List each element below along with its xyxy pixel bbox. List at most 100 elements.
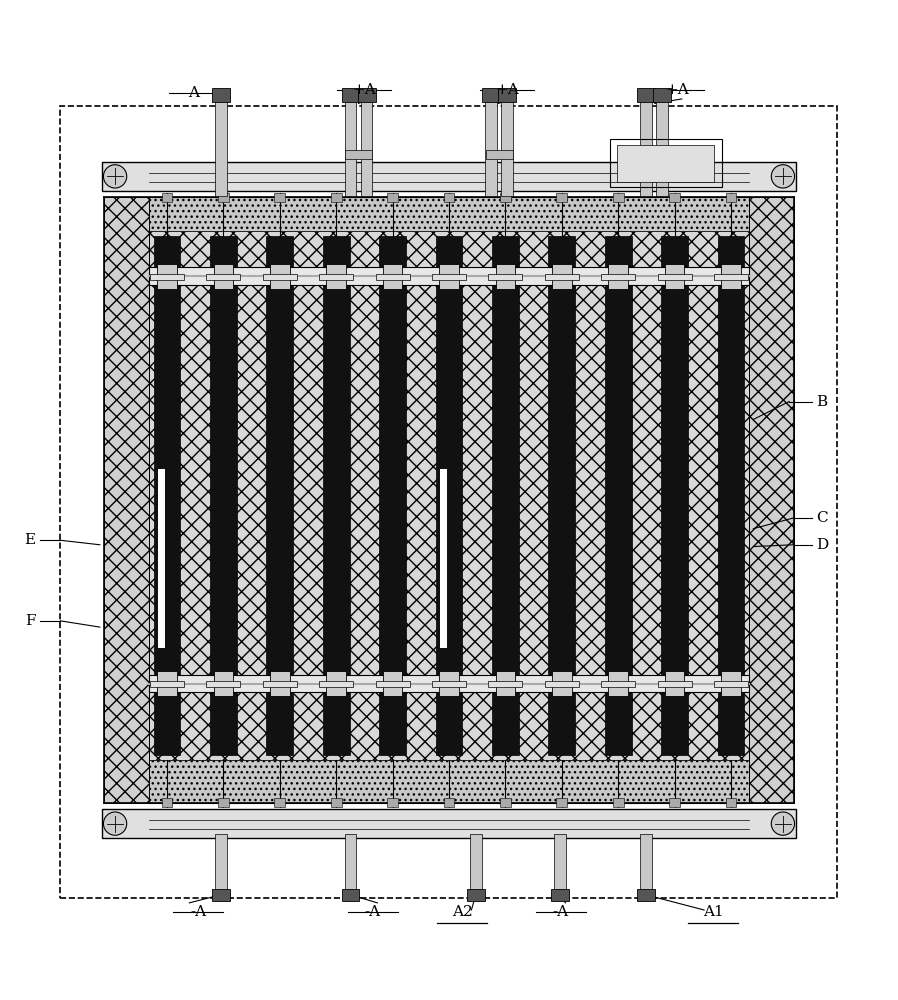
Bar xyxy=(552,264,572,289)
Bar xyxy=(444,193,454,202)
Text: A: A xyxy=(189,86,199,100)
Text: +A: +A xyxy=(352,83,376,97)
Text: +A: +A xyxy=(665,83,689,97)
Bar xyxy=(104,197,149,803)
Bar xyxy=(330,193,341,202)
Bar xyxy=(345,94,357,196)
Bar xyxy=(212,88,230,102)
Text: E: E xyxy=(24,533,35,547)
Bar xyxy=(552,671,572,696)
Bar xyxy=(375,681,409,687)
Bar xyxy=(665,671,684,696)
Bar xyxy=(657,274,691,280)
Bar xyxy=(275,798,286,807)
Bar xyxy=(330,798,341,807)
Bar xyxy=(721,264,741,289)
Bar xyxy=(383,671,402,696)
Bar xyxy=(612,193,623,202)
Bar xyxy=(162,798,172,807)
Bar xyxy=(496,671,515,696)
Bar xyxy=(319,274,353,280)
Bar xyxy=(212,889,230,901)
Bar xyxy=(439,671,459,696)
Bar xyxy=(657,681,691,687)
Bar xyxy=(361,94,373,196)
Bar xyxy=(149,231,749,760)
Bar xyxy=(604,236,631,755)
Bar xyxy=(387,193,398,202)
Bar xyxy=(545,681,579,687)
Bar xyxy=(669,193,680,202)
Bar xyxy=(322,236,349,755)
Bar xyxy=(326,264,346,289)
Bar xyxy=(158,469,165,648)
Bar xyxy=(154,236,180,755)
Bar xyxy=(489,681,523,687)
Bar xyxy=(275,193,286,202)
Bar xyxy=(379,236,406,755)
Bar xyxy=(341,889,359,901)
Bar xyxy=(492,236,519,755)
Bar xyxy=(432,274,466,280)
Circle shape xyxy=(103,812,127,835)
Bar xyxy=(383,264,402,289)
Bar xyxy=(149,760,749,803)
Bar xyxy=(718,236,744,755)
Bar xyxy=(218,193,229,202)
Bar xyxy=(637,88,655,102)
Bar xyxy=(207,681,241,687)
Bar xyxy=(557,193,568,202)
Text: B: B xyxy=(816,395,827,409)
Bar xyxy=(215,834,226,892)
Bar xyxy=(665,264,684,289)
Text: C: C xyxy=(816,511,828,525)
Bar xyxy=(612,798,623,807)
Bar xyxy=(387,798,398,807)
Bar xyxy=(432,681,466,687)
Bar xyxy=(656,94,668,196)
Bar xyxy=(101,809,797,838)
Circle shape xyxy=(771,165,795,188)
Text: +A: +A xyxy=(496,83,519,97)
Bar xyxy=(150,274,184,280)
Bar xyxy=(489,274,523,280)
Circle shape xyxy=(103,165,127,188)
Bar xyxy=(669,798,680,807)
Bar xyxy=(270,264,290,289)
Bar xyxy=(486,150,513,159)
Bar xyxy=(357,88,375,102)
Bar xyxy=(554,834,566,892)
Bar xyxy=(157,264,177,289)
Bar xyxy=(608,671,628,696)
Bar xyxy=(319,681,353,687)
Text: D: D xyxy=(816,538,828,552)
Bar xyxy=(263,274,297,280)
Circle shape xyxy=(771,812,795,835)
Bar xyxy=(640,834,652,892)
Bar xyxy=(436,236,462,755)
Bar xyxy=(218,798,229,807)
Text: A1: A1 xyxy=(703,905,724,919)
Bar xyxy=(59,106,837,898)
Bar xyxy=(661,236,688,755)
Bar xyxy=(500,193,511,202)
Bar xyxy=(214,671,233,696)
Bar xyxy=(439,264,459,289)
Bar xyxy=(496,264,515,289)
Text: -A: -A xyxy=(365,905,381,919)
Bar xyxy=(545,274,579,280)
Bar xyxy=(101,162,797,191)
Bar xyxy=(270,671,290,696)
Bar xyxy=(207,274,241,280)
Bar xyxy=(498,88,516,102)
Bar xyxy=(162,193,172,202)
Bar xyxy=(601,274,635,280)
Bar xyxy=(150,681,184,687)
Bar xyxy=(345,150,372,159)
Bar xyxy=(640,94,652,196)
Bar xyxy=(714,681,748,687)
Bar xyxy=(149,675,749,692)
Text: F: F xyxy=(25,614,35,628)
Bar xyxy=(726,193,736,202)
Text: -A: -A xyxy=(190,905,207,919)
